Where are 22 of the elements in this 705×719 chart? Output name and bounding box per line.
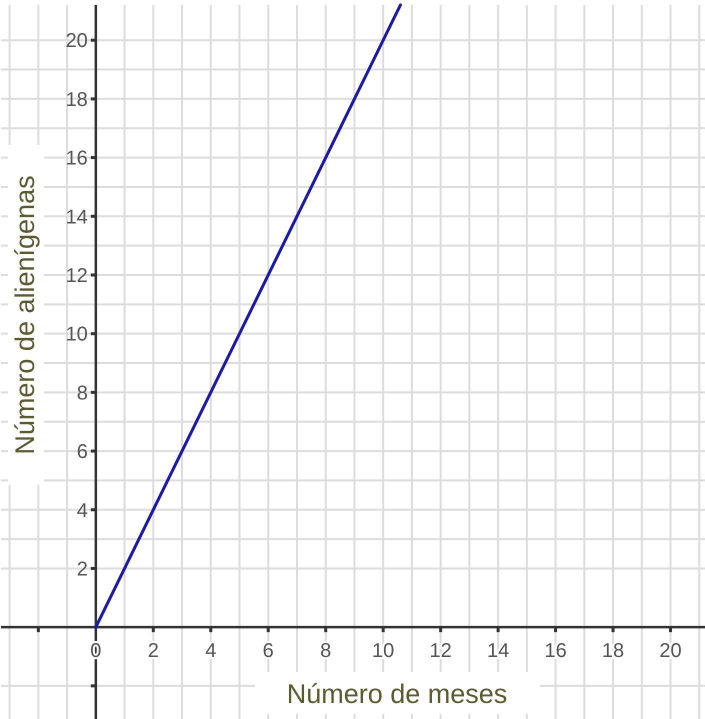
y-tick-label: 16	[66, 148, 88, 170]
x-tick-label: 8	[320, 640, 332, 662]
y-tick-label: 20	[66, 30, 88, 52]
y-tick-label: 12	[66, 264, 88, 287]
y-axis-title: Número de alienígenas	[10, 175, 40, 455]
x-tick-label: 18	[602, 640, 624, 662]
y-tick-label: 14	[66, 206, 88, 228]
x-tick-label: 12	[430, 640, 452, 662]
y-tick-label: 8	[76, 382, 88, 404]
y-tick-label: 4	[76, 500, 88, 522]
y-tick-label: 10	[66, 324, 88, 346]
x-tick-label: 4	[205, 640, 216, 662]
y-tick-label: 18	[66, 88, 88, 111]
y-tick-label: 6	[76, 441, 88, 464]
x-tick-label: 20	[659, 640, 682, 662]
y-tick-label: 2	[76, 558, 88, 580]
x-axis-title: Número de meses	[286, 679, 508, 709]
x-tick-label: 16	[544, 640, 567, 662]
x-tick-label: 2	[148, 640, 159, 662]
x-tick-label: 14	[486, 640, 510, 662]
x-tick-label: 6	[262, 640, 274, 662]
x-tick-label: 10	[372, 640, 394, 662]
